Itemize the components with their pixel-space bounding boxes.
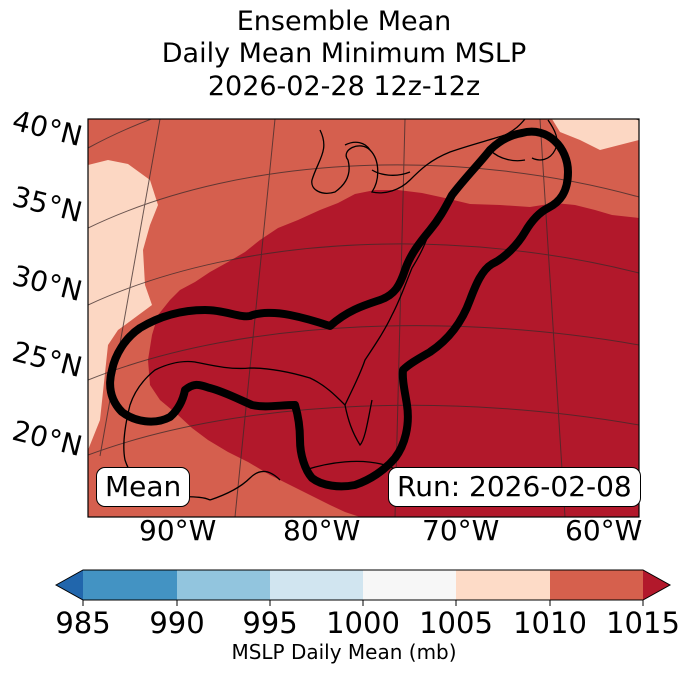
colorbar-tick-990: 990 — [149, 606, 205, 640]
lon-label-70w: 70°W — [422, 514, 500, 547]
colorbar-extend-low — [56, 570, 83, 600]
colorbar-tick-995: 995 — [242, 606, 298, 640]
colorbar — [54, 569, 672, 606]
colorbar-tick-1015: 1015 — [606, 606, 680, 640]
title-line-3: 2026-02-28 12z-12z — [207, 71, 481, 102]
colorbar-tick-1000: 1000 — [326, 606, 400, 640]
map-frame — [87, 118, 640, 518]
lon-label-80w: 80°W — [283, 514, 361, 547]
colorbar-bin-1010 — [550, 570, 643, 600]
lon-label-60w: 60°W — [565, 514, 643, 547]
colorbar-tick-985: 985 — [55, 606, 111, 640]
pressure-field-1005-west — [88, 160, 158, 450]
colorbar-bin-995 — [270, 570, 363, 600]
colorbar-tick-1005: 1005 — [419, 606, 493, 640]
colorbar-bin-990 — [177, 570, 270, 600]
colorbar-bin-985 — [83, 570, 177, 600]
mean-label-box: Mean — [96, 467, 191, 507]
colorbar-bin-1000 — [363, 570, 456, 600]
colorbar-bin-1005 — [456, 570, 550, 600]
run-date-box: Run: 2026-02-08 — [388, 467, 641, 507]
colorbar-label: MSLP Daily Mean (mb) — [231, 640, 457, 664]
colorbar-tick-1010: 1010 — [513, 606, 587, 640]
pressure-contour — [106, 127, 572, 491]
pressure-field-1015 — [148, 190, 639, 517]
lon-label-90w: 90°W — [139, 514, 217, 547]
title-line-2: Daily Mean Minimum MSLP — [161, 38, 527, 69]
colorbar-extend-high — [643, 570, 670, 600]
pressure-field-1005-northeast — [552, 119, 639, 150]
title-line-1: Ensemble Mean — [236, 6, 452, 37]
